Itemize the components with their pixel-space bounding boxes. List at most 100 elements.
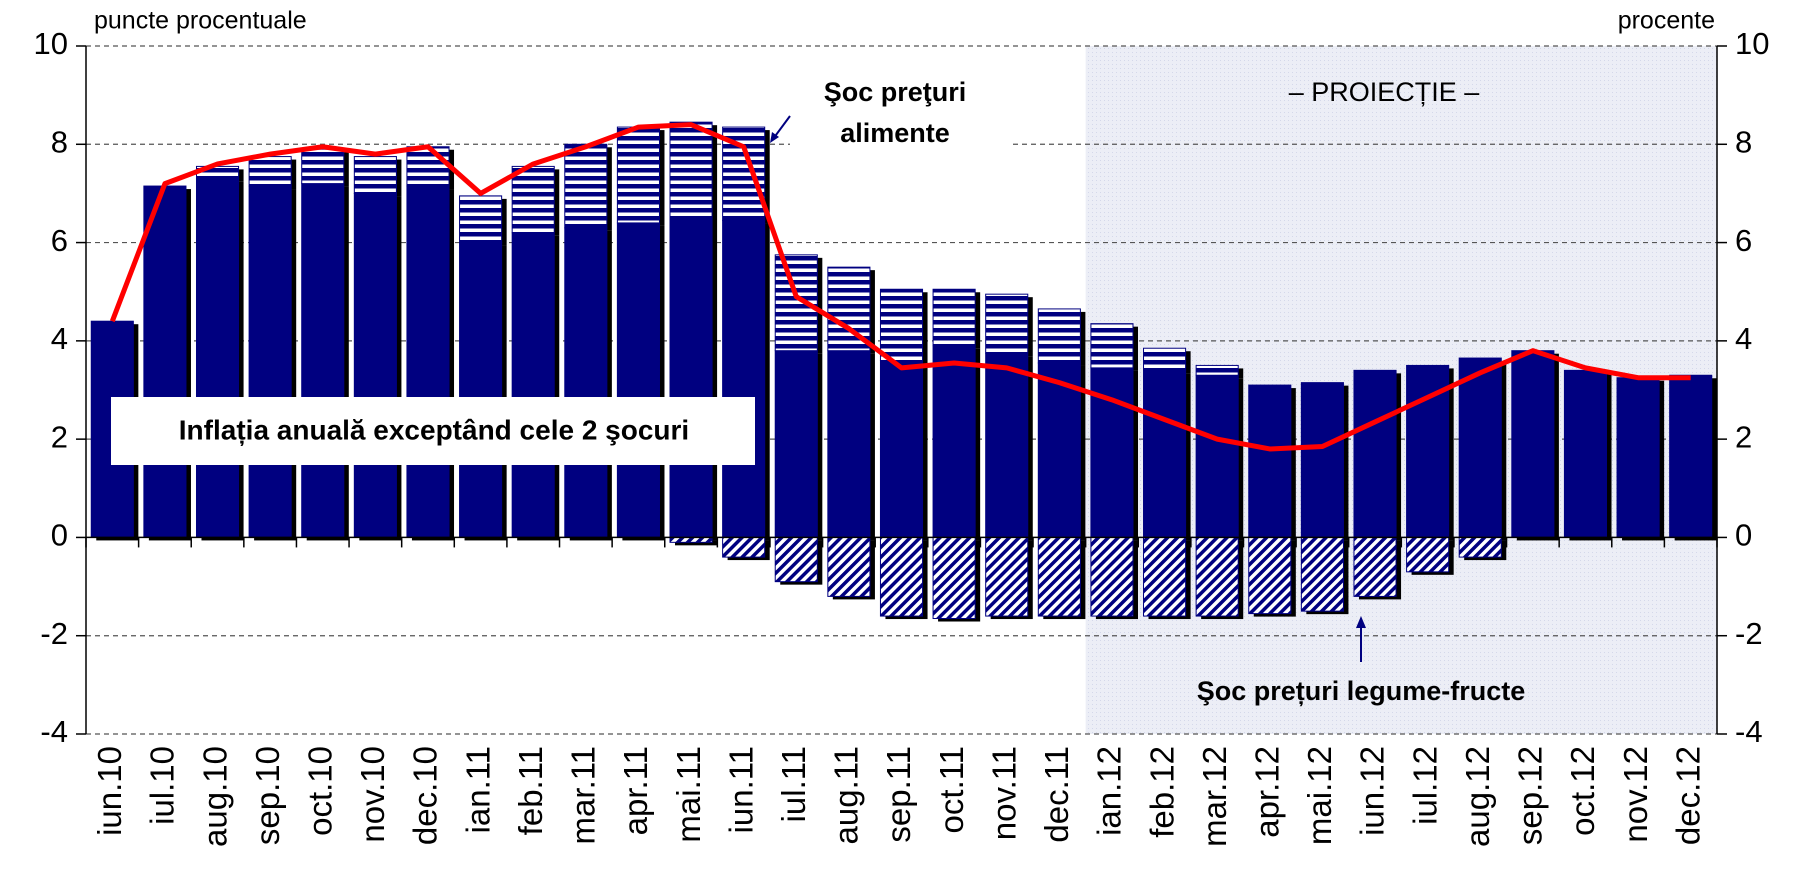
y-tick-label: 6 <box>51 223 68 258</box>
x-tick-label: mar.11 <box>565 746 602 844</box>
bar <box>459 242 503 538</box>
bar <box>1143 536 1187 617</box>
x-tick-label: nov.12 <box>1617 746 1654 843</box>
bar <box>932 536 976 620</box>
vegetable-shock-arrowhead <box>1356 616 1366 628</box>
bar <box>1406 364 1450 538</box>
bar <box>669 217 713 538</box>
bar <box>1300 536 1344 612</box>
line <box>109 122 1691 452</box>
x-tick-label: iul.10 <box>144 746 181 825</box>
y-tick-label: 0 <box>51 518 68 553</box>
bar <box>1406 536 1450 573</box>
bar <box>985 293 1029 354</box>
bar <box>301 148 345 185</box>
x-tick-label: mar.12 <box>1196 746 1233 847</box>
bar <box>1090 536 1134 617</box>
x-tick-label: oct.11 <box>933 746 970 833</box>
bar <box>1458 536 1502 558</box>
x-tick-label: iul.11 <box>775 746 812 822</box>
bar <box>722 219 766 538</box>
vegetable-shock-label: Şoc prețuri legume-fructe <box>1197 676 1526 706</box>
bar <box>1143 369 1187 538</box>
x-tick-label: sep.11 <box>880 746 917 843</box>
x-tick-label: oct.12 <box>1564 746 1601 836</box>
x-tick-label: feb.12 <box>1143 746 1180 838</box>
bar <box>879 288 924 362</box>
bar <box>301 183 345 538</box>
x-tick-label: oct.10 <box>301 746 338 836</box>
bar <box>1300 382 1344 538</box>
bar <box>985 352 1029 538</box>
x-tick-label: aug.11 <box>828 746 865 844</box>
bar <box>1195 364 1239 376</box>
x-tick-label: mai.12 <box>1301 746 1338 845</box>
food-shock-label: alimente <box>840 118 950 148</box>
bar <box>1353 536 1397 597</box>
food-shock-label: Şoc preţuri <box>824 77 967 107</box>
bar <box>1090 323 1134 369</box>
bar <box>353 156 397 194</box>
bar <box>774 536 818 583</box>
bar <box>827 536 871 597</box>
y-tick-label: -4 <box>40 714 68 749</box>
y2-tick-label: -2 <box>1735 616 1763 651</box>
bar <box>879 536 924 617</box>
bar <box>511 232 555 538</box>
bar <box>722 536 766 558</box>
bar <box>932 288 976 347</box>
x-tick-label: iun.11 <box>722 746 759 833</box>
y2-tick-label: 8 <box>1735 124 1752 159</box>
y2-tick-label: 4 <box>1735 321 1752 356</box>
bar <box>248 185 292 538</box>
bar <box>1248 384 1292 538</box>
bar <box>195 178 240 538</box>
bar <box>406 146 450 187</box>
y2-tick-label: 0 <box>1735 518 1752 553</box>
x-tick-label: mai.11 <box>670 746 707 843</box>
x-tick-label: aug.12 <box>1459 746 1496 847</box>
bar <box>616 126 660 224</box>
bar <box>1037 362 1081 538</box>
bar <box>1458 357 1502 538</box>
bar <box>1195 374 1239 538</box>
bar <box>459 195 503 244</box>
bar <box>564 143 608 229</box>
x-tick-label: feb.11 <box>512 746 549 835</box>
bar <box>1616 377 1660 538</box>
y-tick-label: 10 <box>34 26 68 61</box>
y2-axis-title: procente <box>1618 7 1715 35</box>
bar <box>827 350 871 538</box>
bar <box>564 227 608 538</box>
bar <box>1195 536 1239 617</box>
core-label-box <box>111 397 755 465</box>
bar <box>616 222 660 538</box>
x-tick-label: ian.11 <box>459 746 496 833</box>
x-tick-label: apr.11 <box>617 746 654 835</box>
y2-tick-label: 10 <box>1735 26 1769 61</box>
food-shock-arrowhead <box>770 132 779 143</box>
x-tick-label: aug.10 <box>196 746 233 847</box>
x-tick-label: iul.12 <box>1406 746 1443 825</box>
projection-label: – PROIECȚIE – <box>1289 77 1480 107</box>
x-tick-label: dec.11 <box>1038 746 1075 843</box>
y-tick-label: 2 <box>51 419 68 454</box>
x-tick-label: dec.10 <box>407 746 444 845</box>
x-tick-label: nov.10 <box>354 746 391 843</box>
y-tick-label: -2 <box>40 616 68 651</box>
x-tick-label: dec.12 <box>1669 746 1706 845</box>
bar <box>1511 350 1555 538</box>
x-tick-label: sep.10 <box>249 746 286 845</box>
x-tick-label: iun.12 <box>1354 746 1391 836</box>
bar <box>1248 536 1292 615</box>
bar <box>1669 374 1713 538</box>
bar <box>1037 536 1081 617</box>
projection-area <box>1085 46 1717 734</box>
bar <box>353 192 397 538</box>
y2-tick-label: -4 <box>1735 714 1763 749</box>
y-axis-title: puncte procentuale <box>94 7 307 35</box>
bar <box>1037 308 1081 364</box>
bar <box>932 345 976 538</box>
bar <box>985 536 1029 617</box>
bar <box>143 185 187 538</box>
